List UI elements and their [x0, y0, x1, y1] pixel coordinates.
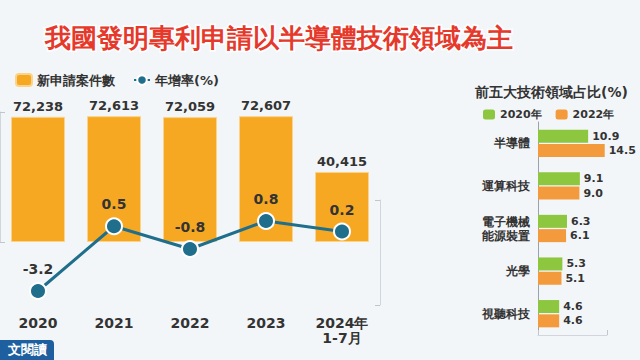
svg-text:4.6: 4.6: [563, 314, 583, 327]
svg-text:72,613: 72,613: [89, 98, 139, 113]
svg-text:40,415: 40,415: [317, 154, 367, 169]
svg-text:2020: 2020: [19, 315, 58, 331]
svg-text:1-7月: 1-7月: [322, 330, 361, 346]
svg-text:72,059: 72,059: [165, 99, 215, 114]
svg-text:9.1: 9.1: [584, 172, 604, 185]
svg-text:2024年: 2024年: [316, 315, 369, 331]
svg-text:2022年: 2022年: [573, 108, 615, 121]
svg-text:2020年: 2020年: [500, 108, 542, 121]
svg-text:運算科技: 運算科技: [481, 179, 531, 193]
svg-text:2023: 2023: [247, 315, 286, 331]
svg-text:14.5: 14.5: [609, 144, 636, 157]
svg-text:光學: 光學: [505, 264, 530, 278]
svg-text:-0.8: -0.8: [175, 219, 206, 235]
svg-text:10.9: 10.9: [592, 130, 619, 143]
svg-text:5.1: 5.1: [565, 272, 585, 285]
svg-text:72,607: 72,607: [241, 98, 291, 113]
svg-text:5.3: 5.3: [566, 257, 586, 270]
svg-text:視聽科技: 視聽科技: [481, 307, 531, 321]
svg-text:新申請案件數: 新申請案件數: [36, 73, 116, 88]
svg-text:-3.2: -3.2: [23, 261, 54, 277]
svg-text:年增率(%): 年增率(%): [154, 73, 219, 88]
svg-text:2021: 2021: [95, 315, 134, 331]
svg-text:6.1: 6.1: [570, 229, 590, 242]
svg-text:0.5: 0.5: [102, 196, 127, 212]
svg-text:2022: 2022: [171, 315, 210, 331]
svg-text:文閱讀: 文閱讀: [7, 342, 48, 357]
svg-text:0.2: 0.2: [330, 202, 355, 218]
svg-text:0.8: 0.8: [254, 191, 279, 207]
svg-text:我國發明專利申請以半導體技術領域為主: 我國發明專利申請以半導體技術領域為主: [44, 23, 513, 53]
svg-text:9.0: 9.0: [583, 187, 603, 200]
svg-text:半導體: 半導體: [493, 136, 530, 150]
svg-text:電子機械: 電子機械: [482, 215, 530, 229]
svg-text:72,238: 72,238: [13, 99, 63, 114]
svg-text:能源裝置: 能源裝置: [482, 229, 530, 243]
svg-text:6.3: 6.3: [571, 215, 591, 228]
svg-text:4.6: 4.6: [563, 300, 583, 313]
svg-text:前五大技術領域占比(%): 前五大技術領域占比(%): [474, 84, 628, 100]
